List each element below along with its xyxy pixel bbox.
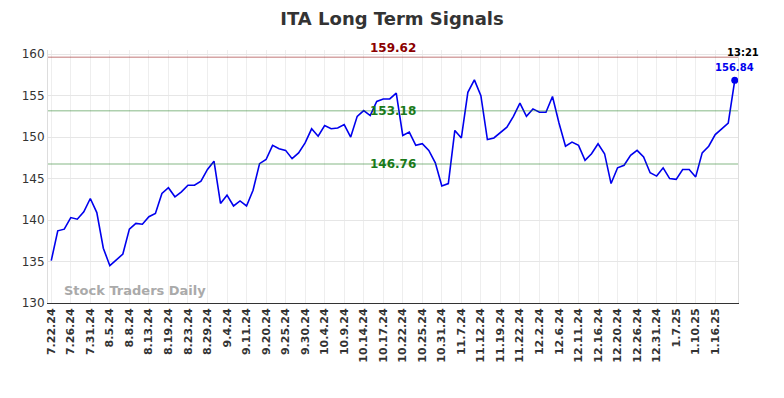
svg-text:10.9.24: 10.9.24 xyxy=(338,308,351,355)
svg-text:10.22.24: 10.22.24 xyxy=(396,308,409,363)
svg-text:9.30.24: 9.30.24 xyxy=(299,308,312,355)
svg-text:12.20.24: 12.20.24 xyxy=(611,308,624,363)
svg-text:9.4.24: 9.4.24 xyxy=(221,308,234,347)
svg-text:7.22.24: 7.22.24 xyxy=(45,308,58,355)
svg-text:12.16.24: 12.16.24 xyxy=(592,308,605,363)
svg-text:1.10.25: 1.10.25 xyxy=(689,308,702,355)
svg-text:9.11.24: 9.11.24 xyxy=(240,308,253,355)
svg-text:150: 150 xyxy=(22,130,45,144)
svg-text:10.4.24: 10.4.24 xyxy=(318,308,331,355)
svg-text:8.5.24: 8.5.24 xyxy=(103,308,116,347)
svg-text:140: 140 xyxy=(22,213,45,227)
svg-text:1.7.25: 1.7.25 xyxy=(670,308,683,347)
svg-text:8.23.24: 8.23.24 xyxy=(182,308,195,355)
svg-text:10.31.24: 10.31.24 xyxy=(435,308,448,363)
svg-text:12.26.24: 12.26.24 xyxy=(631,308,644,363)
svg-text:12.11.24: 12.11.24 xyxy=(572,308,585,363)
svg-text:135: 135 xyxy=(22,255,45,269)
svg-text:13:21: 13:21 xyxy=(727,47,759,58)
svg-text:12.2.24: 12.2.24 xyxy=(533,308,546,355)
svg-text:145: 145 xyxy=(22,172,45,186)
svg-text:1.16.25: 1.16.25 xyxy=(709,308,722,355)
svg-text:10.25.24: 10.25.24 xyxy=(416,308,429,363)
svg-text:155: 155 xyxy=(22,89,45,103)
svg-text:ITA Long Term Signals: ITA Long Term Signals xyxy=(280,8,503,29)
svg-text:11.22.24: 11.22.24 xyxy=(514,308,527,363)
svg-text:8.19.24: 8.19.24 xyxy=(162,308,175,355)
svg-text:9.20.24: 9.20.24 xyxy=(260,308,273,355)
svg-text:12.31.24: 12.31.24 xyxy=(650,308,663,363)
svg-text:7.26.24: 7.26.24 xyxy=(64,308,77,355)
svg-text:9.25.24: 9.25.24 xyxy=(279,308,292,355)
svg-text:8.13.24: 8.13.24 xyxy=(142,308,155,355)
svg-text:153.18: 153.18 xyxy=(370,104,416,118)
svg-text:11.12.24: 11.12.24 xyxy=(474,308,487,363)
svg-text:159.62: 159.62 xyxy=(370,41,416,55)
svg-text:10.14.24: 10.14.24 xyxy=(357,308,370,363)
svg-text:Stock Traders Daily: Stock Traders Daily xyxy=(64,283,206,298)
svg-text:160: 160 xyxy=(22,47,45,61)
svg-text:156.84: 156.84 xyxy=(715,62,754,73)
svg-text:146.76: 146.76 xyxy=(370,157,416,171)
svg-text:8.29.24: 8.29.24 xyxy=(201,308,214,355)
svg-text:130: 130 xyxy=(22,296,45,310)
svg-text:11.7.24: 11.7.24 xyxy=(455,308,468,355)
svg-text:11.19.24: 11.19.24 xyxy=(494,308,507,363)
svg-text:8.8.24: 8.8.24 xyxy=(123,308,136,347)
svg-text:10.17.24: 10.17.24 xyxy=(377,308,390,363)
svg-text:12.6.24: 12.6.24 xyxy=(553,308,566,355)
svg-text:7.31.24: 7.31.24 xyxy=(84,308,97,355)
